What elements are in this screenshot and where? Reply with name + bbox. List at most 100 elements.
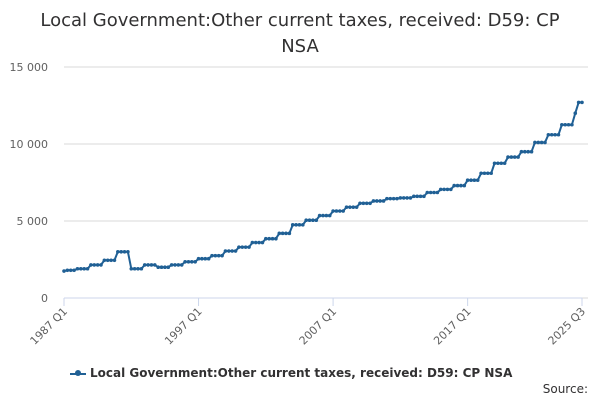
data-point (445, 187, 450, 192)
data-point (260, 240, 265, 245)
data-point (82, 266, 86, 271)
data-point (344, 205, 349, 209)
data-point (112, 258, 117, 263)
data-point (560, 122, 564, 127)
data-point (109, 258, 113, 263)
data-point (492, 161, 497, 166)
chart-legend[interactable]: Local Government:Other current taxes, re… (70, 366, 530, 380)
data-point (381, 199, 386, 203)
data-point (119, 250, 123, 254)
data-point (415, 194, 419, 199)
data-point (385, 196, 389, 201)
data-point (146, 263, 150, 267)
series-line (63, 101, 582, 273)
data-point (142, 263, 147, 267)
data-point (391, 196, 396, 201)
data-point (324, 213, 329, 218)
data-point (102, 258, 107, 263)
legend-marker-icon (70, 369, 86, 376)
data-point (85, 266, 90, 271)
data-point (341, 209, 345, 213)
data-point (68, 268, 73, 273)
data-point (408, 196, 413, 200)
data-point (153, 263, 157, 267)
data-point (401, 196, 406, 200)
data-point (233, 249, 238, 253)
data-point (489, 171, 493, 176)
data-point (253, 240, 258, 245)
chart-title-line-1: Local Government:Other current taxes, re… (40, 10, 560, 31)
data-point (442, 187, 446, 192)
data-point (438, 187, 443, 192)
data-point (267, 236, 271, 241)
data-point (334, 209, 339, 213)
data-point (210, 253, 214, 258)
data-point (72, 268, 76, 273)
data-point (200, 256, 204, 261)
data-point (186, 260, 191, 264)
x-tick-label: 1997 Q1 (162, 305, 205, 348)
data-point (139, 266, 144, 271)
data-point (539, 140, 544, 145)
chart-title-line-2: NSA (281, 36, 319, 57)
data-point (472, 178, 477, 182)
data-point (92, 263, 97, 267)
data-point (314, 218, 319, 223)
legend-label: Local Government:Other current taxes, re… (90, 366, 513, 380)
data-point (449, 187, 453, 192)
data-point (580, 100, 584, 105)
data-point (126, 250, 130, 254)
data-point (166, 265, 171, 270)
data-point (459, 183, 463, 188)
data-point (280, 231, 285, 236)
data-point (270, 236, 275, 241)
data-point (250, 240, 255, 245)
data-point (348, 205, 352, 209)
data-point (479, 171, 483, 176)
data-point (173, 263, 177, 267)
data-point (338, 209, 342, 213)
data-point (412, 194, 416, 199)
data-point (418, 194, 423, 199)
data-point (553, 132, 557, 137)
data-point (543, 140, 547, 145)
data-point (307, 218, 312, 223)
y-tick-label: 0 (41, 292, 48, 305)
data-point (358, 201, 362, 206)
data-point (482, 171, 487, 176)
data-point (206, 256, 211, 261)
data-point (223, 249, 228, 253)
data-point (89, 263, 93, 267)
data-point (388, 196, 393, 201)
data-point (502, 161, 507, 166)
data-point (297, 223, 302, 227)
data-point (163, 265, 167, 270)
y-tick-label: 5 000 (17, 215, 49, 228)
data-point (475, 178, 480, 182)
data-point (354, 205, 359, 209)
data-point (193, 260, 197, 264)
data-point (435, 190, 440, 195)
data-point (512, 155, 517, 159)
data-point (149, 263, 154, 267)
data-point (230, 249, 234, 253)
data-point (99, 263, 103, 267)
data-point (533, 140, 537, 145)
data-point (351, 205, 356, 209)
data-point (190, 260, 194, 264)
data-point (549, 132, 554, 137)
y-tick-label: 15 000 (10, 61, 49, 74)
data-point (573, 111, 578, 115)
data-point (105, 258, 110, 263)
data-point (368, 201, 372, 206)
chart-title: Local Government:Other current taxes, re… (0, 8, 600, 60)
data-point (156, 265, 160, 270)
data-point (62, 269, 66, 273)
data-point (405, 196, 409, 200)
data-point (240, 245, 245, 249)
data-point (509, 155, 514, 159)
data-point (455, 183, 460, 188)
data-point (425, 190, 430, 195)
data-point (294, 223, 298, 227)
